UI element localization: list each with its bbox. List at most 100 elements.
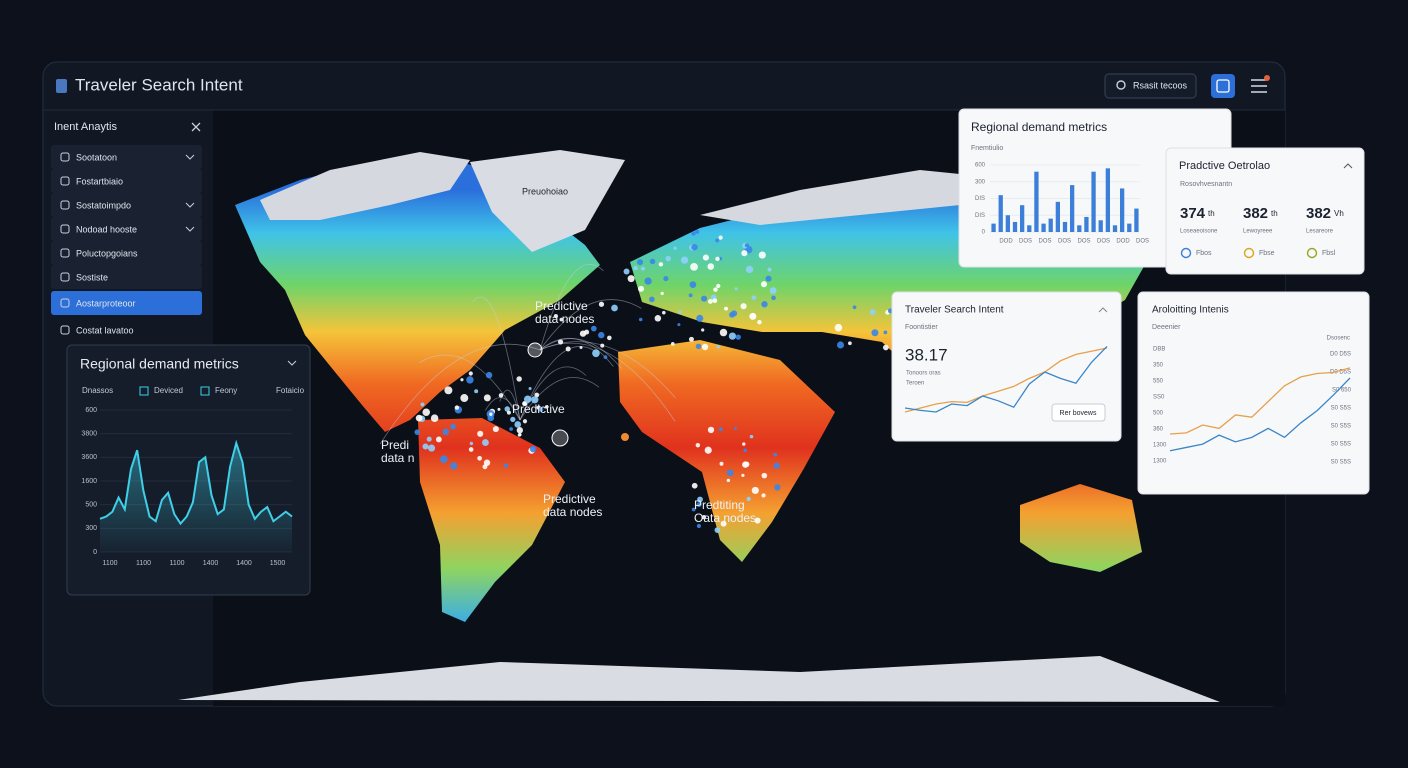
y-tick-label: 360: [1153, 427, 1164, 433]
y2-tick-label: S0 S5S: [1331, 424, 1351, 430]
data-node: [761, 301, 768, 308]
y-tick-label: DBB: [1153, 347, 1165, 353]
panel-chevron[interactable]: [1098, 307, 1108, 313]
data-node: [482, 439, 489, 446]
data-node: [483, 394, 491, 402]
panel-title: Traveler Search Intent: [905, 305, 1004, 316]
menu-button[interactable]: [1251, 79, 1267, 93]
data-node: [740, 303, 747, 310]
x-tick-label: 1400: [203, 560, 219, 567]
expand-chevron: [185, 226, 195, 232]
data-node: [665, 255, 671, 262]
data-node: [414, 429, 421, 435]
menu-item[interactable]: [51, 265, 202, 289]
data-node: [474, 389, 479, 394]
data-node: [714, 527, 721, 533]
data-node: [701, 515, 707, 520]
data-node: [468, 371, 473, 376]
data-node: [836, 341, 845, 349]
connection-line: [539, 342, 676, 422]
menu-item[interactable]: [51, 169, 202, 193]
bar: [1105, 168, 1110, 232]
data-node: [761, 472, 768, 479]
bar: [1034, 171, 1039, 232]
menu-item[interactable]: [51, 241, 202, 265]
menu-label: Sootatoon: [76, 152, 117, 162]
menu-icon: [60, 325, 70, 335]
panel-title: Regional demand metrics: [971, 120, 1107, 134]
radio-button[interactable]: [1306, 247, 1318, 259]
data-node: [603, 355, 608, 360]
data-node: [701, 295, 708, 302]
calendar-button[interactable]: [1211, 74, 1235, 98]
y-tick-label: 350: [1153, 363, 1164, 369]
data-node: [720, 520, 727, 527]
y2-tick-label: S0 650: [1332, 388, 1352, 394]
data-node: [718, 427, 723, 432]
data-node: [760, 281, 768, 288]
series-line: [1169, 367, 1351, 435]
search-box[interactable]: [1104, 73, 1197, 99]
data-node: [435, 436, 442, 443]
legend-icon: [139, 386, 149, 396]
panel-title: Aroloitting Intenis: [1152, 305, 1229, 316]
data-node: [510, 416, 516, 423]
menu-item-active[interactable]: [51, 291, 202, 315]
data-node: [726, 469, 734, 477]
panel-chevron[interactable]: [1343, 163, 1353, 169]
data-node: [758, 251, 766, 259]
bar: [1077, 225, 1082, 232]
data-node: [696, 314, 704, 322]
data-node: [719, 461, 724, 466]
metric-label: Loseaeoisone: [1180, 229, 1218, 235]
data-node: [497, 407, 501, 411]
map-label: Preuohoiao: [522, 186, 568, 196]
radio-button[interactable]: [1180, 247, 1192, 259]
data-node: [598, 301, 605, 307]
data-node: [741, 473, 745, 477]
data-node: [670, 342, 675, 346]
data-node: [744, 243, 750, 248]
data-node: [713, 287, 718, 292]
data-node: [649, 296, 655, 303]
data-node: [544, 405, 549, 409]
menu-label: Sostatoimpdo: [76, 200, 131, 210]
menu-item[interactable]: [51, 193, 202, 217]
x-tick-label: 1100: [169, 560, 184, 567]
y-tick-label: 600: [85, 407, 97, 414]
map-label: Predictive: [512, 402, 565, 416]
menu-item[interactable]: [51, 145, 202, 169]
data-node: [761, 493, 766, 498]
data-node: [869, 309, 876, 315]
data-node: [848, 341, 852, 346]
data-node: [503, 463, 509, 468]
data-node: [765, 275, 772, 282]
data-node: [716, 344, 721, 349]
data-node: [469, 441, 474, 446]
data-node: [460, 378, 464, 382]
x-tick-label: DOS: [1058, 239, 1071, 245]
data-node: [773, 452, 778, 457]
data-node: [559, 317, 564, 322]
connection-line: [379, 343, 541, 445]
data-node: [734, 287, 738, 291]
data-node: [695, 443, 701, 448]
data-node: [663, 275, 669, 282]
data-node: [638, 317, 643, 322]
data-node: [678, 310, 682, 314]
data-node: [637, 259, 644, 266]
data-node: [707, 298, 713, 304]
data-node: [553, 314, 559, 319]
bar: [1005, 215, 1010, 232]
data-node: [428, 444, 436, 452]
panel-chevron[interactable]: [287, 360, 297, 366]
action-button[interactable]: [1051, 403, 1106, 422]
menu-item[interactable]: [51, 217, 202, 241]
greenland: [470, 150, 625, 252]
bar: [991, 223, 996, 232]
radio-button[interactable]: [1243, 247, 1255, 259]
sidebar-close[interactable]: [191, 122, 201, 132]
menu-icon: [60, 152, 70, 162]
menu-icon: [60, 298, 70, 308]
